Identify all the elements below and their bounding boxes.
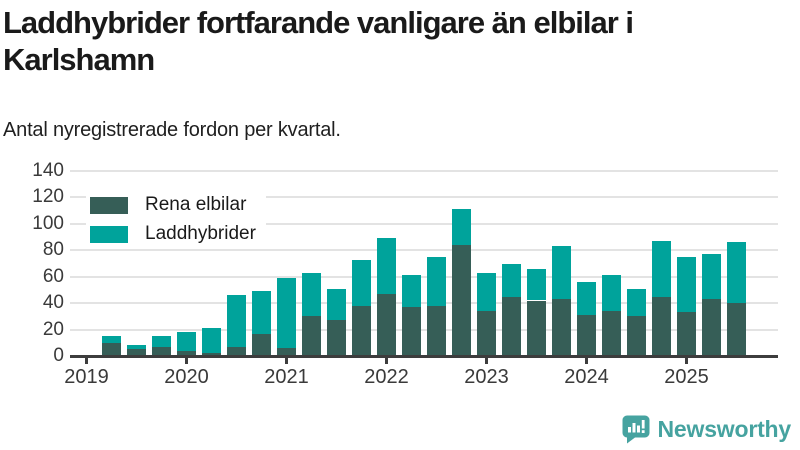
chart-title-line2: Karlshamn <box>3 42 155 77</box>
bar-segment-rena-elbilar <box>277 348 296 356</box>
y-axis-label: 40 <box>42 292 64 314</box>
gridline <box>70 302 778 305</box>
bar-segment-rena-elbilar <box>152 346 171 356</box>
bar-segment-laddhybrider <box>652 241 671 297</box>
bar-segment-laddhybrider <box>502 263 521 297</box>
bar-segment-laddhybrider <box>677 256 696 313</box>
bar-segment-rena-elbilar <box>377 293 396 356</box>
y-axis-label: 140 <box>32 160 64 181</box>
bar-segment-rena-elbilar <box>727 303 746 356</box>
x-axis-tick <box>85 358 88 364</box>
gridline <box>70 222 778 225</box>
bar-segment-laddhybrider <box>227 295 246 347</box>
bar-segment-rena-elbilar <box>452 245 471 356</box>
legend-label-rena-elbilar: Rena elbilar <box>145 194 247 215</box>
bar-segment-laddhybrider <box>602 275 621 312</box>
bar-segment-rena-elbilar <box>552 299 571 356</box>
y-axis-label: 20 <box>42 318 64 340</box>
bar-segment-laddhybrider <box>302 272 321 317</box>
bar-segment-laddhybrider <box>252 291 271 334</box>
y-axis-label: 60 <box>42 265 64 287</box>
bar-segment-rena-elbilar <box>477 311 496 356</box>
bar-segment-rena-elbilar <box>702 299 721 356</box>
bar-segment-laddhybrider <box>377 238 396 294</box>
bar-segment-rena-elbilar <box>252 333 271 356</box>
gridline <box>70 196 778 199</box>
bar-segment-rena-elbilar <box>177 350 196 356</box>
bar-segment-rena-elbilar <box>527 300 546 356</box>
bar-segment-laddhybrider <box>102 336 121 343</box>
bar-segment-laddhybrider <box>727 242 746 304</box>
y-axis-label: 100 <box>32 212 64 234</box>
x-axis-year-label: 2019 <box>64 366 109 388</box>
bar-segment-laddhybrider <box>427 256 446 306</box>
gridline <box>70 328 778 331</box>
gridline <box>70 249 778 252</box>
y-axis-label: 0 <box>53 345 64 366</box>
bar-segment-rena-elbilar <box>652 296 671 356</box>
bar-segment-rena-elbilar <box>352 305 371 356</box>
y-axis-label: 80 <box>42 239 64 261</box>
x-axis-tick <box>285 358 288 364</box>
x-axis-year-label: 2021 <box>264 366 309 388</box>
gridline <box>70 170 778 172</box>
bar-segment-laddhybrider <box>627 288 646 317</box>
x-axis-year-label: 2020 <box>164 366 209 388</box>
bar-segment-laddhybrider <box>552 246 571 300</box>
legend-item-rena-elbilar: Rena elbilar <box>90 194 256 216</box>
bar-segment-laddhybrider <box>402 275 421 308</box>
x-axis-tick <box>185 358 188 364</box>
bar-segment-laddhybrider <box>702 254 721 300</box>
bar-segment-rena-elbilar <box>602 311 621 356</box>
chart-title: Laddhybrider fortfarande vanligare än el… <box>3 4 797 78</box>
bar-segment-rena-elbilar <box>427 305 446 356</box>
bar-segment-rena-elbilar <box>627 316 646 356</box>
bar-segment-rena-elbilar <box>577 315 596 356</box>
bar-segment-laddhybrider <box>477 272 496 312</box>
bar-segment-laddhybrider <box>277 278 296 349</box>
legend-item-laddhybrider: Laddhybrider <box>90 223 256 245</box>
bar-segment-laddhybrider <box>527 268 546 301</box>
legend-swatch-rena-elbilar <box>90 196 128 214</box>
newsworthy-logo-text: Newsworthy <box>657 415 792 442</box>
bar-segment-laddhybrider <box>152 336 171 347</box>
x-axis-tick <box>685 358 688 364</box>
legend-swatch-laddhybrider <box>90 225 128 243</box>
bar-segment-rena-elbilar <box>502 296 521 356</box>
bar-segment-laddhybrider <box>127 345 146 350</box>
bar-segment-rena-elbilar <box>127 349 146 356</box>
bar-segment-laddhybrider <box>202 328 221 354</box>
bar-segment-rena-elbilar <box>402 307 421 356</box>
bar-segment-laddhybrider <box>177 332 196 351</box>
x-axis-tick <box>385 358 388 364</box>
chart-title-line1: Laddhybrider fortfarande vanligare än el… <box>3 5 634 40</box>
x-axis-line <box>70 355 778 358</box>
gridline <box>70 275 778 278</box>
legend-label-laddhybrider: Laddhybrider <box>145 223 256 244</box>
bar-segment-rena-elbilar <box>327 320 346 356</box>
bar-segment-laddhybrider <box>327 288 346 321</box>
bar-segment-laddhybrider <box>452 209 471 245</box>
bar-segment-rena-elbilar <box>202 353 221 356</box>
bar-segment-rena-elbilar <box>227 346 246 356</box>
bar-segment-rena-elbilar <box>302 316 321 356</box>
bar-segment-laddhybrider <box>577 282 596 316</box>
x-axis-year-label: 2025 <box>664 366 709 388</box>
chart-subtitle: Antal nyregistrerade fordon per kvartal. <box>3 119 341 141</box>
bar-segment-rena-elbilar <box>102 342 121 356</box>
chart-bubble-icon <box>622 415 650 443</box>
bar-segment-laddhybrider <box>352 259 371 306</box>
legend: Rena elbilar Laddhybrider <box>86 190 266 249</box>
bar-segment-rena-elbilar <box>677 312 696 356</box>
x-axis-year-label: 2022 <box>364 366 409 388</box>
newsworthy-logo[interactable]: Newsworthy <box>622 414 791 444</box>
x-axis-tick <box>585 358 588 364</box>
y-axis-label: 120 <box>32 186 64 208</box>
x-axis-year-label: 2023 <box>464 366 509 388</box>
x-axis-year-label: 2024 <box>564 366 609 388</box>
x-axis-tick <box>485 358 488 364</box>
